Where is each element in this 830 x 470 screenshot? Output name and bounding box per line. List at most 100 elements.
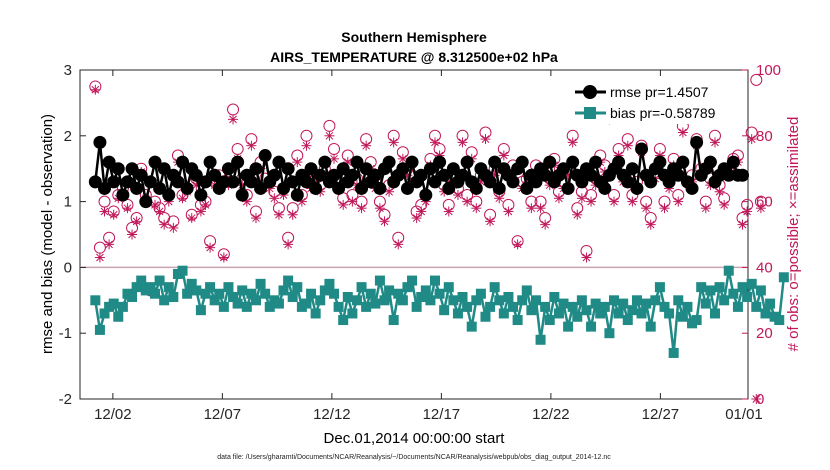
rmse-point	[405, 155, 419, 169]
bias-point	[384, 285, 395, 296]
bias-point	[728, 288, 739, 299]
bias-point	[581, 305, 592, 316]
asterisk-stroke	[160, 220, 169, 229]
asterisk-stroke	[412, 214, 421, 222]
bias-point	[590, 298, 601, 309]
bias-point	[526, 305, 537, 316]
rmse-point	[226, 175, 240, 189]
bias-point	[411, 301, 422, 312]
bias-point	[540, 301, 551, 312]
asterisk-stroke	[472, 204, 481, 213]
bias-point	[742, 292, 753, 303]
legend-box	[571, 78, 743, 124]
rmse-point	[437, 168, 451, 182]
rmse-point	[299, 175, 313, 189]
rmse-point	[469, 181, 483, 195]
assimilated-obs-point	[457, 137, 468, 148]
bias-point	[517, 295, 528, 306]
bias-point	[751, 301, 762, 312]
rmse-point	[313, 168, 327, 182]
assimilated-obs-point	[301, 140, 312, 151]
assimilated-obs-point	[90, 84, 101, 95]
rmse-point	[396, 162, 410, 176]
bias-point	[163, 282, 174, 293]
bias-point	[420, 285, 431, 296]
bias-point	[494, 295, 505, 306]
asterisk-stroke	[109, 210, 118, 219]
bias-point	[609, 295, 620, 306]
legend-rmse-marker	[583, 85, 597, 99]
asterisk-stroke	[679, 128, 687, 137]
chart-subtitle: AIRS_TEMPERATURE @ 8.312500e+02 hPa	[270, 49, 558, 65]
asterisk-stroke	[385, 187, 393, 196]
x-tick-label: 12/27	[642, 406, 680, 423]
asterisk-stroke	[229, 115, 237, 124]
assimilated-obs-point	[622, 140, 633, 151]
assimilated-obs-point	[700, 203, 711, 214]
asterisk-stroke	[587, 197, 595, 206]
rmse-point	[249, 162, 263, 176]
assimilated-obs-point	[719, 199, 730, 210]
asterisk-stroke	[96, 253, 104, 262]
bias-point	[397, 295, 408, 306]
x-tick-label: 12/02	[94, 406, 132, 423]
asterisk-stroke	[743, 207, 751, 216]
plot-area	[79, 69, 749, 400]
asterisk-stroke	[302, 141, 311, 150]
rmse-point	[561, 181, 575, 195]
bias-point	[306, 288, 317, 299]
bias-point	[480, 311, 491, 322]
bias-point	[379, 295, 390, 306]
assimilated-obs-point	[416, 206, 427, 217]
bias-point	[329, 288, 340, 299]
rmse-point	[244, 175, 258, 189]
bias-point	[319, 285, 330, 296]
assimilated-obs-point	[429, 137, 440, 148]
asterisk-stroke	[541, 220, 550, 229]
x-tick-labels: 12/02 12/07 12/12 12/17 12/22 12/27 01/01	[94, 406, 763, 423]
asterisk-stroke	[100, 207, 109, 216]
bias-point	[622, 315, 633, 326]
rmse-point	[171, 175, 185, 189]
bias-point	[691, 315, 702, 326]
assimilated-obs-point	[218, 252, 229, 263]
assimilated-obs-point	[250, 213, 261, 224]
bias-point	[604, 328, 615, 339]
assimilated-obs-point	[709, 137, 720, 148]
assimilated-obs-point	[292, 157, 303, 168]
rmse-point	[423, 162, 437, 176]
bias-point	[558, 298, 569, 309]
rmse-point	[621, 175, 635, 189]
assimilated-obs-point	[287, 209, 298, 220]
assimilated-obs-point	[443, 206, 454, 217]
assimilated-obs-point	[108, 209, 119, 220]
bias-point	[370, 298, 381, 309]
bias-point	[278, 285, 289, 296]
bias-point	[521, 285, 532, 296]
assimilated-obs-point	[159, 219, 170, 230]
x-tick-label: 12/12	[313, 406, 351, 423]
rmse-point	[139, 195, 153, 209]
rmse-point	[538, 168, 552, 182]
asterisk-stroke	[610, 197, 618, 206]
asterisk-stroke	[242, 197, 251, 206]
assimilated-obs-point	[269, 193, 280, 204]
rmse-point	[102, 155, 116, 169]
rmse-point	[653, 155, 667, 169]
bias-point	[407, 275, 418, 286]
rmse-point	[332, 181, 346, 195]
asterisk-stroke	[206, 243, 214, 252]
rmse-point	[290, 188, 304, 202]
bias-point	[563, 321, 574, 332]
rmse-point	[368, 168, 382, 182]
rmse-point	[120, 175, 134, 189]
asterisk-stroke	[504, 207, 513, 216]
bias-point	[549, 292, 560, 303]
asterisk-stroke	[348, 197, 357, 206]
assimilated-obs-point	[452, 190, 463, 201]
rmse-point	[277, 181, 291, 195]
rmse-point	[644, 175, 658, 189]
asterisk-stroke	[197, 207, 205, 216]
bias-point	[425, 295, 436, 306]
right-y-tick-label: 20	[756, 325, 773, 342]
